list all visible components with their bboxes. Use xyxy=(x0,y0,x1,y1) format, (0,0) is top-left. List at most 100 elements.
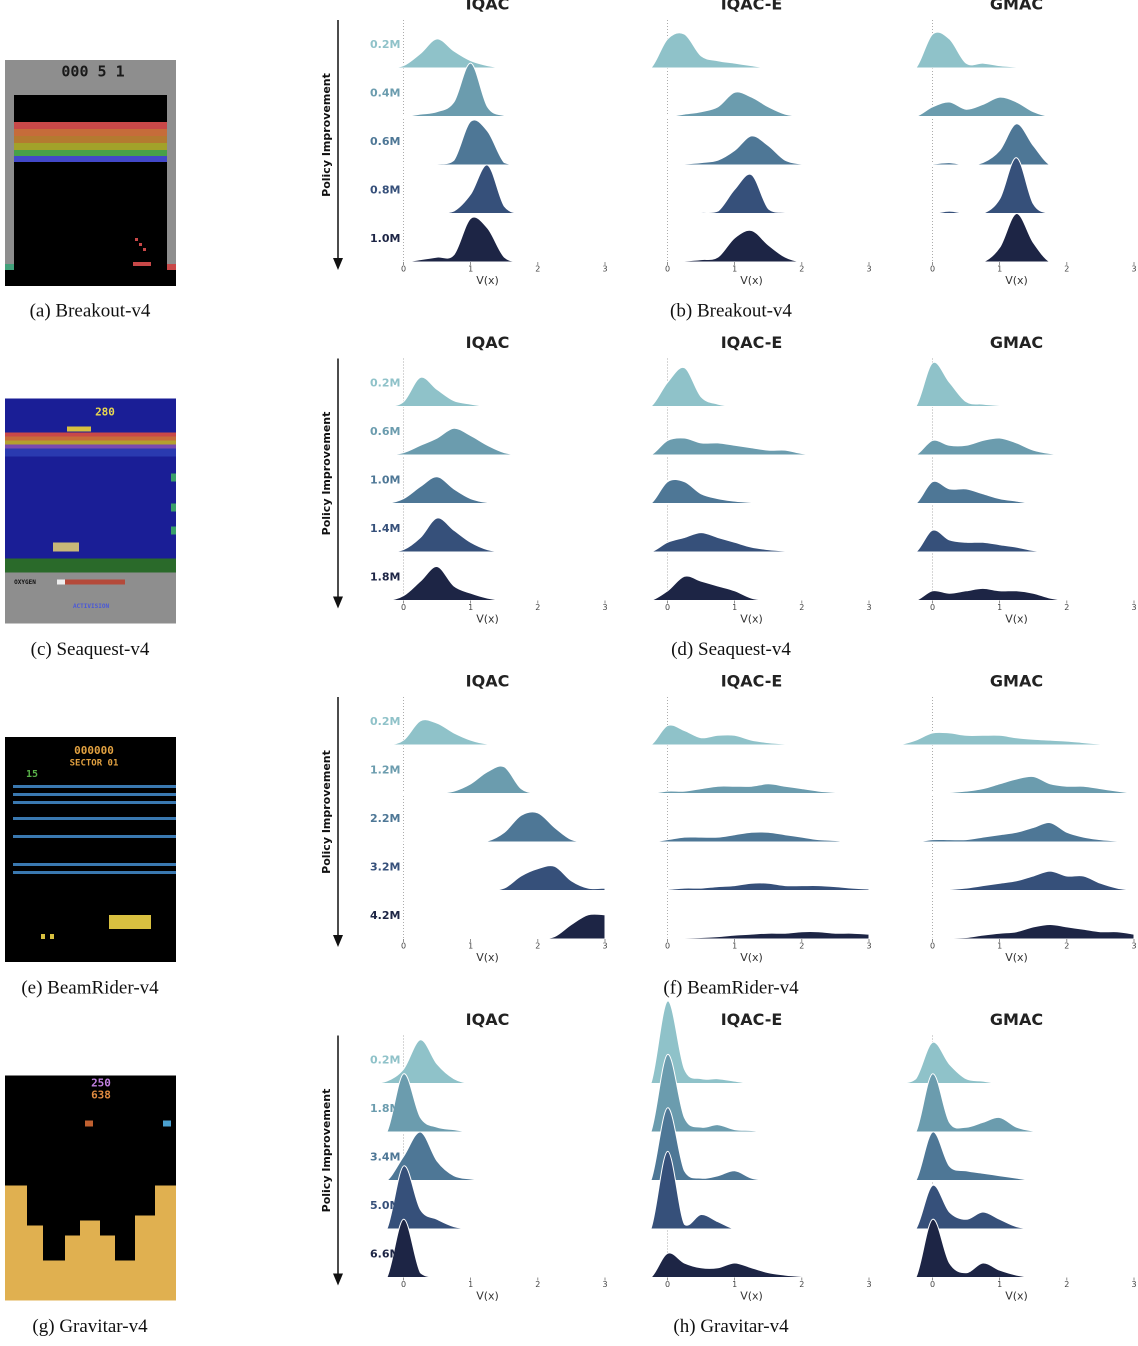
density-ridge xyxy=(370,566,605,601)
density-ridge xyxy=(633,831,869,843)
screen-shape xyxy=(14,136,167,143)
screen-shape xyxy=(5,558,176,573)
density-ridge xyxy=(898,731,1134,746)
x-tick-label: 2 xyxy=(799,265,804,274)
density-ridge xyxy=(634,575,869,601)
panel-title: GMAC xyxy=(990,333,1043,352)
panel-title: GMAC xyxy=(990,672,1043,691)
density-ridge xyxy=(634,479,869,504)
screen-shape xyxy=(50,934,54,939)
density-ridge xyxy=(634,882,870,891)
screen-text: OXYGEN xyxy=(14,579,36,586)
screen-shape xyxy=(13,785,176,788)
series-label: 5.0M xyxy=(370,1199,400,1212)
density-ridge xyxy=(369,427,605,456)
screen-shape xyxy=(171,473,176,482)
density-ridge xyxy=(899,775,1135,794)
x-tick-label: 3 xyxy=(602,603,607,612)
density-ridge xyxy=(633,1000,869,1085)
y-axis-label: Policy Improvement xyxy=(320,1089,333,1213)
series-label: 1.0M xyxy=(370,232,400,245)
x-tick-label: 2 xyxy=(535,942,540,951)
series-label: 1.4M xyxy=(370,522,400,535)
x-tick-label: 3 xyxy=(602,1280,607,1289)
screen-shape xyxy=(135,1215,160,1266)
screen-shape xyxy=(57,579,65,585)
screen-shape xyxy=(13,817,176,820)
screen-text: 000 5 1 xyxy=(61,63,124,81)
figure-row: 280 OXYGEN ACTIVISION (c) Seaquest-v4 (d) Se… xyxy=(5,333,1137,660)
screen-shape xyxy=(143,248,146,251)
x-tick-label: 3 xyxy=(602,942,607,951)
x-tick-label: 2 xyxy=(799,1280,804,1289)
density-ridge xyxy=(370,119,605,166)
x-tick-label: 3 xyxy=(866,1280,871,1289)
screen-shape xyxy=(14,122,167,129)
density-ridge xyxy=(899,480,1134,504)
caption: (f) BeamRider-v4 xyxy=(663,977,799,998)
y-axis-label: Policy Improvement xyxy=(320,750,333,874)
series-label: 3.2M xyxy=(370,861,400,874)
screen-shape xyxy=(23,1225,43,1266)
x-tick-label: 1 xyxy=(997,603,1002,612)
density-ridge xyxy=(633,1053,869,1133)
x-tick-label: 1 xyxy=(997,265,1002,274)
x-tick-label: 0 xyxy=(401,603,406,612)
y-axis-label: Policy Improvement xyxy=(320,412,333,536)
caption: (c) Seaquest-v4 xyxy=(31,639,150,660)
x-tick-label: 1 xyxy=(468,1280,473,1289)
screen-shape xyxy=(85,1120,93,1127)
screen-shape xyxy=(5,60,176,286)
density-ridge xyxy=(899,361,1134,407)
x-tick-label: 1 xyxy=(732,942,737,951)
arrow-head xyxy=(333,258,343,270)
density-ridge xyxy=(634,91,869,117)
caption: (g) Gravitar-v4 xyxy=(32,1316,148,1337)
screen-text: SECTOR 01 xyxy=(70,759,119,769)
screen-shape xyxy=(14,129,167,136)
density-ridge xyxy=(898,1073,1134,1133)
arrow-head xyxy=(333,1273,343,1286)
density-ridge xyxy=(634,366,869,407)
density-ridge xyxy=(634,931,870,940)
density-ridge xyxy=(899,870,1135,891)
screen-shape xyxy=(167,264,176,270)
x-tick-label: 1 xyxy=(997,942,1002,951)
panel-title: IQAC-E xyxy=(721,672,783,691)
density-ridge xyxy=(370,1218,605,1278)
series-label: 0.6M xyxy=(370,425,400,438)
screen-shape xyxy=(13,863,176,866)
panel-title: IQAC-E xyxy=(721,333,783,352)
density-ridge xyxy=(633,1107,869,1182)
figure-row: 000000 SECTOR 01 15 (e) BeamRider-v4 (f) Bea… xyxy=(5,672,1137,998)
density-ridge xyxy=(370,1165,605,1230)
screen-text: 000000 xyxy=(74,744,114,757)
density-ridge xyxy=(634,532,869,553)
density-ridge xyxy=(899,96,1134,117)
series-label: 1.8M xyxy=(370,571,400,584)
screen-shape xyxy=(139,243,142,246)
density-ridge xyxy=(634,32,869,69)
x-tick-label: 1 xyxy=(468,942,473,951)
x-tick-label: 2 xyxy=(799,942,804,951)
caption: (a) Breakout-v4 xyxy=(30,300,151,321)
screen-shape xyxy=(135,238,138,241)
screen-shape xyxy=(133,262,151,266)
panel-title: GMAC xyxy=(990,0,1043,14)
x-tick-label: 3 xyxy=(1131,603,1136,612)
x-tick-label: 2 xyxy=(1064,1280,1069,1289)
screen-shape xyxy=(171,526,176,535)
screen-text: 280 xyxy=(95,406,115,419)
density-ridge xyxy=(369,811,605,843)
screen-shape xyxy=(57,579,125,585)
x-tick-label: 0 xyxy=(665,1280,670,1289)
panel-title: IQAC xyxy=(466,0,510,14)
x-tick-label: 2 xyxy=(535,265,540,274)
x-tick-label: 3 xyxy=(1131,942,1136,951)
game-screenshot: 000000 SECTOR 01 15 xyxy=(5,737,176,962)
x-tick-label: 1 xyxy=(732,1280,737,1289)
density-ridge xyxy=(898,1131,1134,1182)
